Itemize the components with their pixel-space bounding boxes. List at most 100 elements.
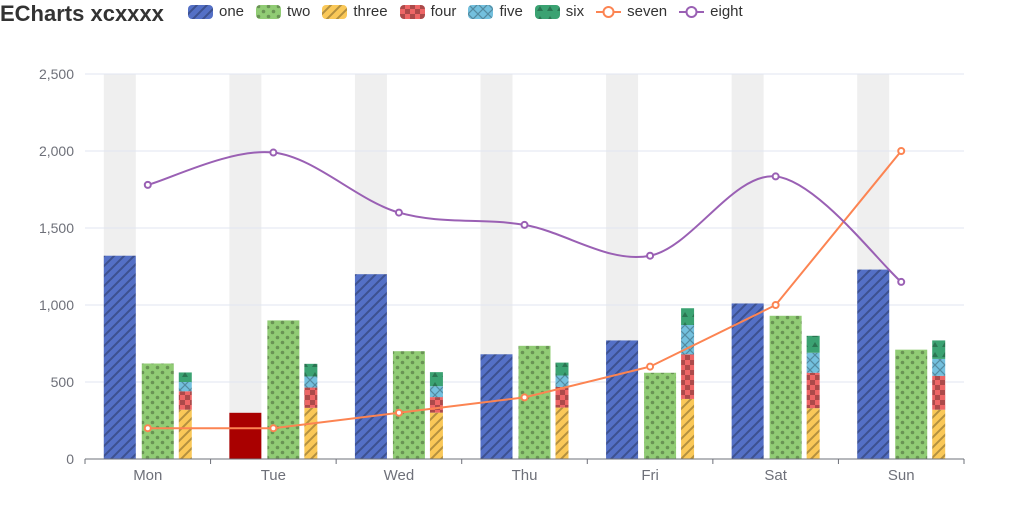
bar-four-Sun (932, 375, 946, 410)
chart-title: ECharts xcxxxx (0, 1, 164, 26)
bar-one-Sun (857, 269, 890, 459)
legend-label-three: three (353, 3, 388, 20)
bar-five-Sat (806, 352, 820, 373)
legend-item-three[interactable]: three (322, 3, 388, 20)
bar-two-Sun (895, 349, 928, 459)
bar-three-Wed (429, 412, 443, 459)
bar-five-Sun (932, 358, 946, 376)
legend-swatch-two (256, 4, 282, 19)
point-seven-Fri (646, 362, 655, 371)
point-seven-Mon (143, 424, 152, 433)
bar-six-Wed (429, 372, 443, 387)
bar-two-Wed (392, 351, 425, 459)
bar-two-Sat (769, 315, 802, 459)
x-tick-label: Mon (133, 467, 162, 484)
point-eight-Tue (269, 148, 278, 157)
bar-two-Mon (141, 363, 174, 459)
point-eight-Thu (520, 220, 529, 229)
bar-one-Thu (480, 354, 513, 459)
bar-three-Sat (806, 408, 820, 459)
x-tick-label: Sun (888, 467, 915, 484)
legend-label-six: six (565, 3, 585, 20)
legend-label-four: four (430, 3, 457, 20)
bar-four-Wed (429, 397, 443, 413)
bar-four-Thu (555, 386, 569, 408)
point-seven-Sat (771, 301, 780, 309)
legend-swatch-seven (596, 5, 622, 18)
point-eight-Sun (897, 277, 906, 286)
legend-swatch-three (322, 4, 348, 19)
bar-two-Tue (267, 320, 300, 459)
bar-four-Fri (681, 354, 695, 399)
bar-six-Sat (806, 335, 820, 353)
x-tick-label: Fri (641, 467, 659, 484)
bar-six-Sun (932, 340, 946, 359)
point-eight-Mon (143, 180, 152, 189)
point-seven-Tue (269, 424, 278, 433)
axis-shadow (229, 74, 262, 459)
bar-two-Fri (644, 372, 677, 459)
bar-six-Mon (178, 372, 192, 382)
legend-item-one[interactable]: one (188, 3, 244, 20)
y-tick-label: 2,000 (39, 143, 74, 159)
bar-four-Tue (304, 387, 318, 408)
legend-item-six[interactable]: six (534, 3, 585, 20)
bar-one-Fri (606, 340, 639, 459)
legend-item-four[interactable]: four (399, 3, 457, 20)
point-eight-Fri (646, 251, 655, 260)
legend-item-five[interactable]: five (468, 3, 523, 20)
bar-three-Mon (178, 409, 192, 459)
bar-five-Mon (178, 382, 192, 392)
legend-swatch-six (534, 4, 560, 19)
bar-three-Sun (932, 409, 946, 459)
legend-swatch-five (468, 4, 494, 19)
bar-six-Fri (681, 308, 695, 326)
legend-label-seven: seven (627, 3, 668, 20)
bar-five-Thu (555, 375, 569, 387)
y-tick-label: 1,000 (39, 297, 74, 313)
y-tick-label: 2,500 (39, 66, 74, 82)
point-seven-Thu (520, 393, 529, 402)
y-tick-label: 500 (51, 374, 75, 390)
bar-four-Sat (806, 372, 820, 409)
x-tick-label: Sat (764, 467, 787, 484)
axes: 0 500 1,000 1,500 2,000 2,500 Mon Tue Wed Thu Fri S… (39, 66, 965, 484)
x-tick-label: Wed (384, 467, 415, 484)
bar-three-Thu (555, 407, 569, 459)
chart-legend: one two three four five six seven eight (188, 3, 743, 20)
line-series (143, 147, 906, 433)
legend-swatch-eight (679, 5, 705, 18)
legend-swatch-four (399, 4, 425, 19)
x-tick-label: Thu (512, 467, 538, 484)
legend-swatch-one (188, 4, 213, 19)
bar-series (103, 255, 946, 459)
legend-label-five: five (499, 3, 523, 20)
bar-five-Wed (429, 386, 443, 398)
bar-one-Sat (731, 303, 764, 459)
point-eight-Sat (771, 172, 780, 181)
legend-label-one: one (219, 3, 245, 20)
legend-item-seven[interactable]: seven (596, 3, 667, 20)
bar-one-Tue (229, 412, 262, 459)
bar-five-Tue (304, 376, 318, 388)
point-seven-Wed (394, 408, 403, 417)
bar-six-Tue (304, 363, 318, 377)
bar-four-Mon (178, 391, 192, 410)
legend-label-eight: eight (710, 3, 743, 20)
bar-one-Mon (103, 255, 136, 459)
bar-six-Thu (555, 362, 569, 376)
point-eight-Wed (394, 208, 403, 217)
y-tick-label: 0 (66, 451, 74, 467)
bar-two-Thu (518, 345, 551, 459)
x-tick-label: Tue (261, 467, 286, 484)
point-seven-Sun (897, 147, 906, 155)
bar-one-Wed (354, 274, 387, 459)
legend-item-two[interactable]: two (256, 3, 310, 20)
bar-three-Tue (304, 407, 318, 459)
legend-label-two: two (287, 3, 311, 20)
bar-three-Fri (681, 398, 695, 459)
y-tick-label: 1,500 (39, 220, 74, 236)
legend-item-eight[interactable]: eight (679, 3, 743, 20)
